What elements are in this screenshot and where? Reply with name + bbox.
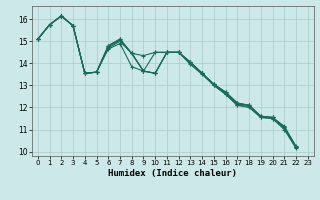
X-axis label: Humidex (Indice chaleur): Humidex (Indice chaleur) [108, 169, 237, 178]
